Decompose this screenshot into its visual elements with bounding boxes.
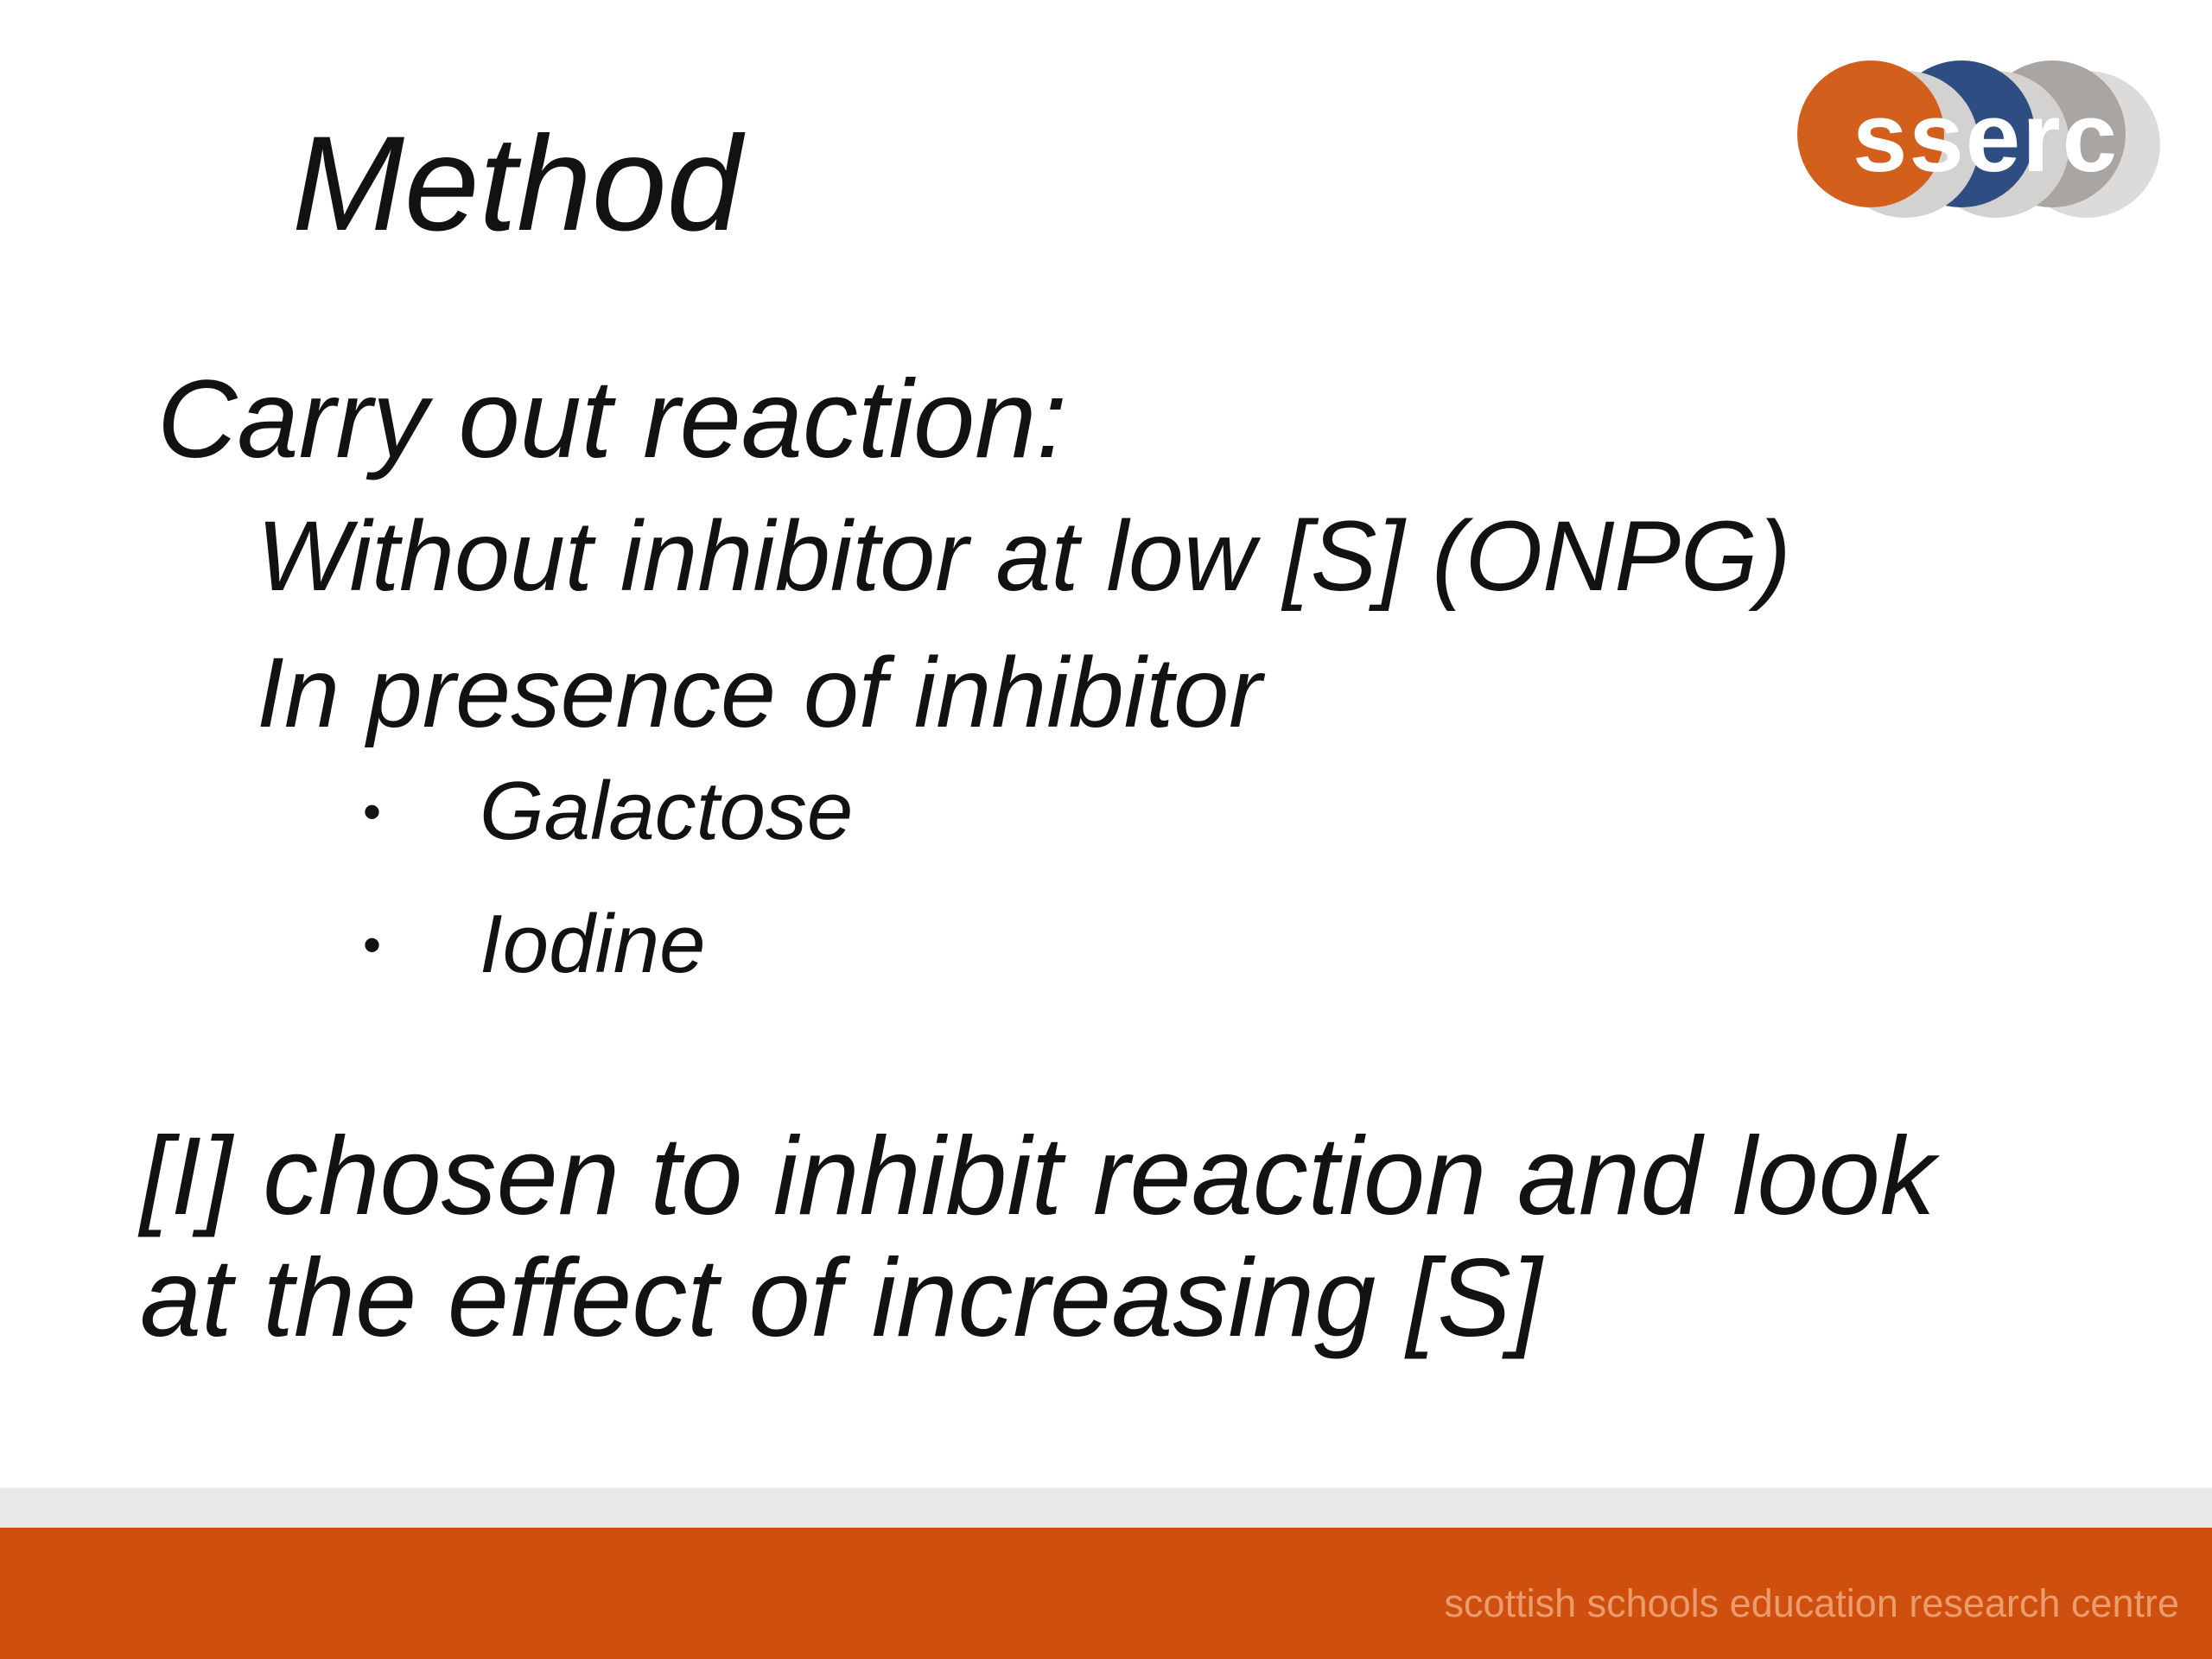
- footer-gray-divider-bar: [0, 1488, 2212, 1528]
- footer-orange-bar: scottish schools education research cent…: [0, 1528, 2212, 1659]
- bullet-dot-icon: •: [363, 782, 382, 841]
- footer-caption: scottish schools education research cent…: [1444, 1581, 2179, 1625]
- bullet-item-2: • Iodine: [363, 897, 706, 992]
- body-conclusion-paragraph: [I] chosen to inhibit reaction and look …: [140, 1115, 1936, 1360]
- logo-wordmark: sserc: [1853, 83, 2119, 193]
- sserc-logo: sserc: [1789, 52, 2195, 233]
- bullet-dot-icon: •: [363, 915, 382, 974]
- body-sub-item-1: Without inhibitor at low [S] (ONPG): [257, 501, 1791, 612]
- slide-title: Method: [292, 109, 742, 259]
- bullet-item-2-label: Iodine: [480, 898, 706, 990]
- bullet-item-1-label: Galactose: [480, 765, 854, 857]
- bullet-item-1: • Galactose: [363, 764, 853, 859]
- body-sub-item-2: In presence of inhibitor: [257, 638, 1262, 748]
- body-intro-line: Carry out reaction:: [157, 358, 1067, 481]
- logo-orange-circle: [1797, 60, 1944, 207]
